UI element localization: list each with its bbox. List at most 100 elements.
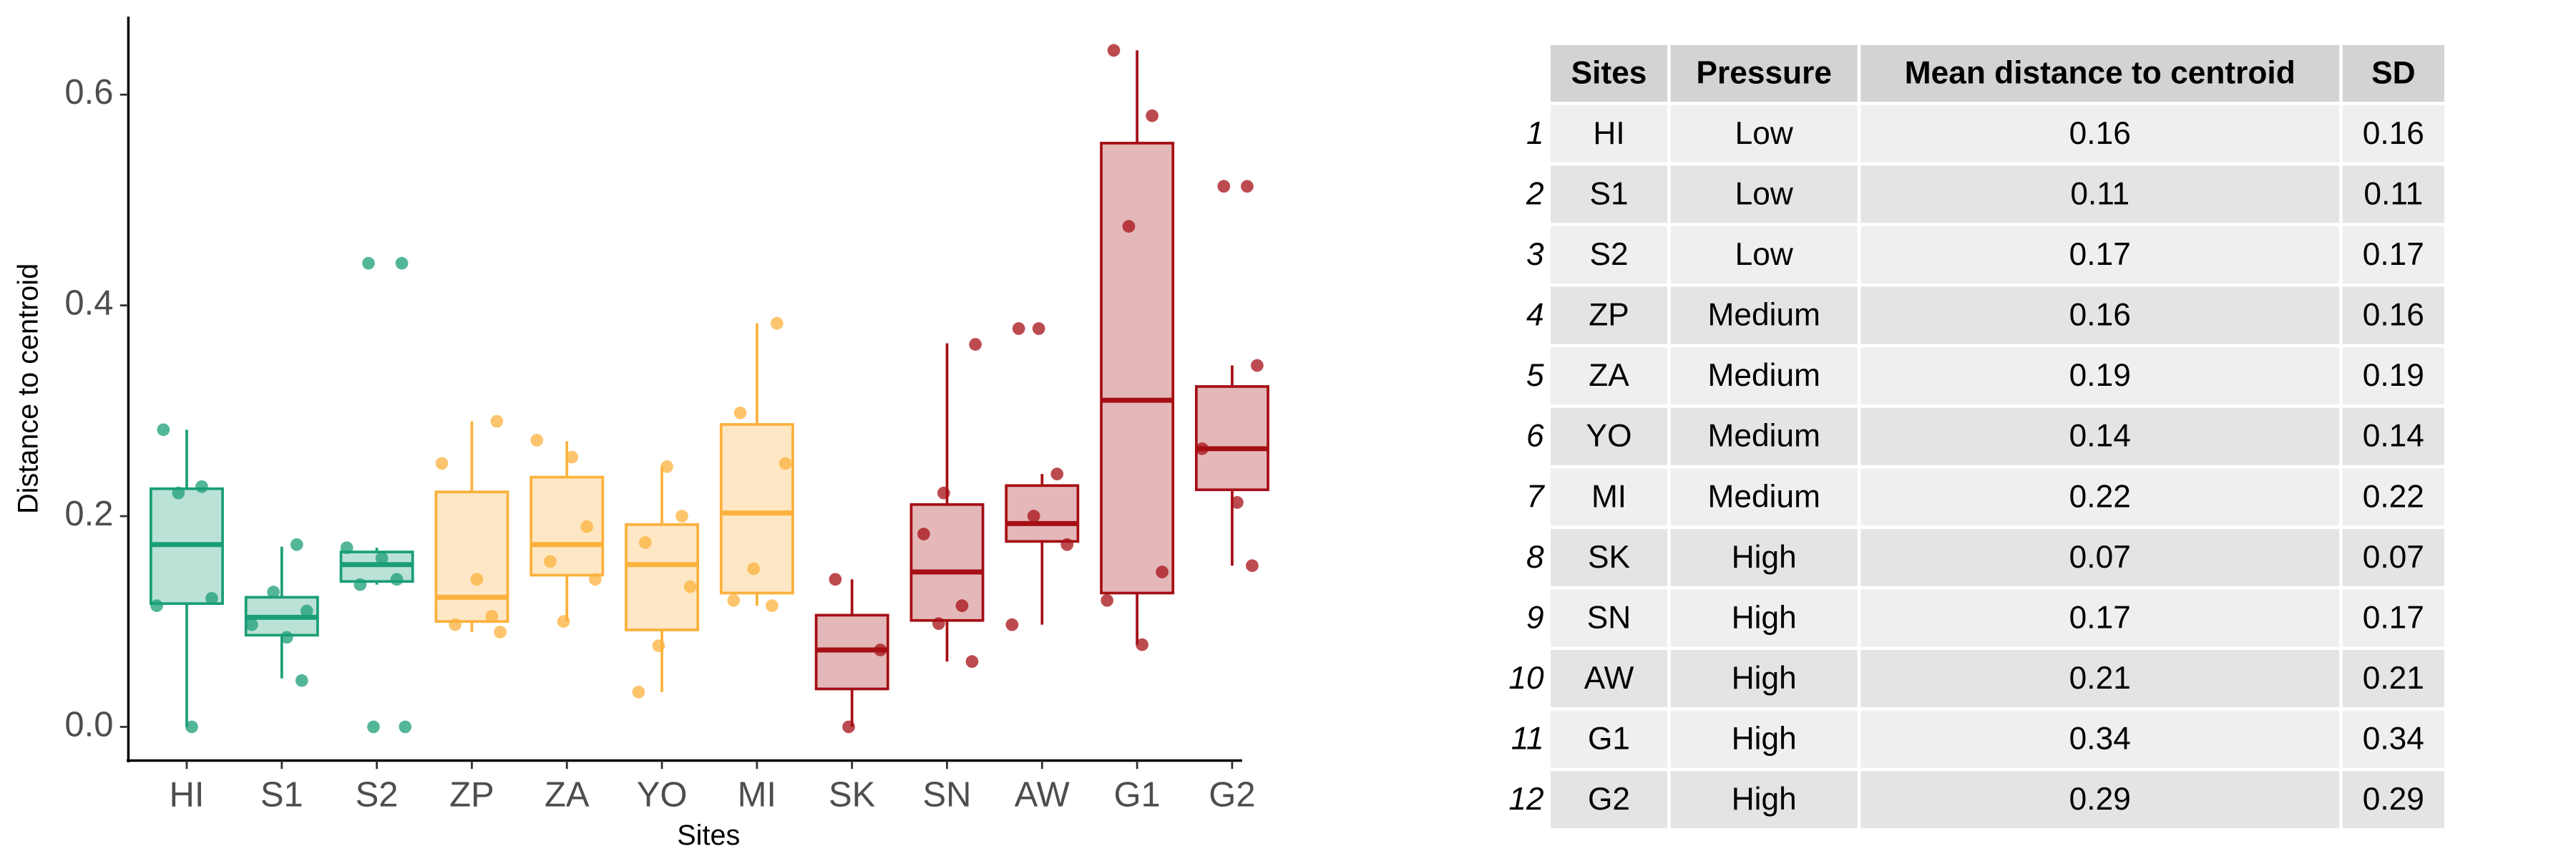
table-cell [1860, 710, 2340, 768]
table-text: 0.34 [2069, 722, 2131, 757]
table-cell [1860, 225, 2340, 283]
point [1246, 559, 1259, 573]
table-cell [1860, 286, 2340, 344]
box [530, 475, 605, 577]
point [557, 615, 570, 629]
table-text: 0.29 [2069, 782, 2131, 817]
table-text: High [1732, 600, 1797, 635]
point [1012, 322, 1025, 335]
table-text: HI [1593, 116, 1624, 151]
point [375, 552, 389, 565]
row-number: 10 [1508, 661, 1544, 696]
table-cell [1860, 589, 2340, 647]
table-cell [1550, 650, 1668, 707]
table-text: 0.16 [2363, 298, 2424, 333]
table-header-cell [2342, 44, 2444, 102]
point [530, 434, 544, 447]
point [1196, 442, 1209, 455]
point [874, 644, 887, 656]
table-cell [1860, 468, 2340, 526]
table-header-cell [1670, 44, 1858, 102]
point [353, 578, 367, 591]
point [1156, 566, 1169, 578]
x-tick-label: S1 [260, 776, 303, 815]
row-number: 4 [1526, 298, 1544, 333]
point [1217, 180, 1231, 193]
point [842, 720, 855, 734]
table-text: SK [1588, 540, 1631, 575]
table-text: Medium [1708, 419, 1820, 454]
box [1194, 385, 1269, 492]
box [909, 503, 985, 622]
point [779, 457, 792, 470]
point [580, 520, 594, 533]
table-cell [2342, 528, 2444, 586]
x-tick-label: YO [637, 776, 688, 815]
table-text: ZA [1589, 358, 1629, 393]
table-text: G1 [1588, 722, 1630, 757]
table-cell [1860, 528, 2340, 586]
table-cell [1670, 286, 1858, 344]
table-cell [1550, 165, 1668, 223]
table-cell [2342, 286, 2444, 344]
point [955, 599, 969, 612]
point [367, 720, 380, 734]
table-cell [2342, 165, 2444, 223]
y-tick-label: 0.4 [64, 284, 113, 323]
point [660, 460, 673, 473]
table-text: 0.22 [2069, 479, 2131, 514]
point [157, 423, 170, 437]
point [1101, 593, 1114, 607]
y-tick-label: 0.0 [64, 705, 113, 744]
table-text: Low [1735, 116, 1794, 151]
point [1122, 220, 1136, 233]
table-text: S2 [1589, 237, 1628, 272]
table-header-cell [1860, 44, 2340, 102]
row-number: 6 [1526, 419, 1544, 454]
box [1005, 484, 1080, 543]
table-text: 0.16 [2363, 116, 2424, 151]
table-text: AW [1584, 661, 1634, 696]
row-number: 8 [1526, 540, 1544, 575]
table-text: G2 [1588, 782, 1630, 817]
table-text: SN [1587, 600, 1631, 635]
point [390, 573, 404, 586]
x-tick-label: ZP [449, 776, 494, 815]
point [965, 655, 979, 669]
point [435, 457, 449, 470]
table-cell [1670, 589, 1858, 647]
table-text: 0.19 [2363, 358, 2424, 393]
point [1027, 510, 1040, 523]
point [675, 510, 688, 523]
point [340, 541, 353, 555]
point [652, 639, 665, 652]
table-text: 0.17 [2069, 237, 2131, 272]
x-tick-label: ZA [545, 776, 590, 815]
table-header: SD [2371, 56, 2416, 91]
box [625, 523, 700, 631]
table-text: YO [1586, 419, 1632, 454]
table-cell [2342, 347, 2444, 405]
table-text: 0.17 [2363, 237, 2424, 272]
x-tick-label: SK [829, 776, 876, 815]
table-cell [1550, 347, 1668, 405]
point [1005, 618, 1019, 631]
x-tick-label: SN [923, 776, 972, 815]
point [172, 486, 185, 500]
table-cell [2342, 771, 2444, 829]
table-text: 0.16 [2069, 298, 2131, 333]
table-cell [1670, 105, 1858, 162]
point [638, 535, 652, 549]
table-cell [1670, 347, 1858, 405]
point [245, 618, 258, 631]
table-cell [1550, 407, 1668, 465]
table-text: 0.14 [2069, 419, 2131, 454]
point [267, 586, 280, 598]
table-cell [2342, 105, 2444, 162]
table-text: Low [1735, 176, 1794, 211]
table-text: 0.19 [2069, 358, 2131, 393]
point [1146, 109, 1158, 122]
table-text: 0.11 [2070, 176, 2129, 211]
point [300, 604, 313, 618]
box [1100, 142, 1175, 595]
